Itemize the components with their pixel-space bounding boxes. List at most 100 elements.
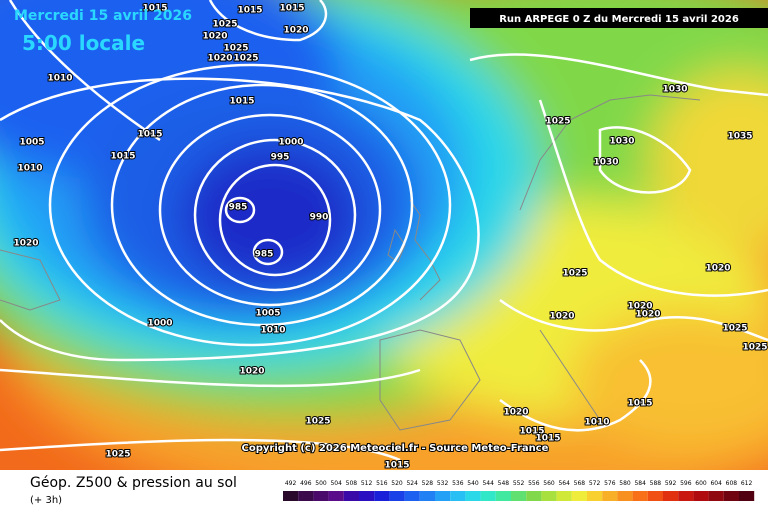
isobar-label: 1020 (202, 32, 227, 42)
legend-swatch (283, 491, 299, 501)
legend-swatch (571, 491, 587, 501)
legend-swatch (541, 491, 557, 501)
isobar-label: 1020 (503, 408, 528, 418)
isobar-label: 1025 (223, 44, 248, 54)
legend-label: 524 (406, 480, 418, 487)
legend-label: 516 (376, 480, 388, 487)
date-label: Mercredi 15 avril 2026 (14, 8, 192, 24)
legend-label: 612 (741, 480, 753, 487)
legend-swatch (343, 491, 359, 501)
legend-swatch (602, 491, 618, 501)
legend-swatch (526, 491, 542, 501)
legend-label: 544 (482, 480, 494, 487)
legend-label: 576 (604, 480, 616, 487)
run-box (470, 8, 768, 28)
isobar-label: 995 (271, 153, 290, 163)
legend-label: 512 (361, 480, 373, 487)
isobar-label: 1035 (727, 132, 752, 142)
isobar-label: 1000 (147, 319, 172, 329)
isobar-label: 1025 (212, 20, 237, 30)
isobar-label: 1010 (260, 326, 285, 336)
legend-swatch (374, 491, 390, 501)
isobar-label: 1020 (239, 367, 264, 377)
legend-swatch (693, 491, 709, 501)
isobar-label: 1015 (142, 4, 167, 14)
legend-label: 536 (452, 480, 464, 487)
isobar-label: 1015 (137, 130, 162, 140)
legend-label: 580 (619, 480, 631, 487)
legend-swatch (328, 491, 344, 501)
legend-label: 500 (315, 480, 327, 487)
legend-swatch (298, 491, 314, 501)
isobars (0, 0, 768, 462)
isobar-label: 1025 (305, 417, 330, 427)
isobar-label: 990 (310, 213, 329, 223)
legend-swatch (678, 491, 694, 501)
legend-label: 608 (726, 480, 738, 487)
legend-swatch (556, 491, 572, 501)
isobar-label: 1030 (593, 158, 618, 168)
isobar-label: 1015 (519, 427, 544, 437)
legend-swatch (739, 491, 755, 501)
isobar-label: 985 (229, 203, 248, 213)
legend-label: 496 (300, 480, 312, 487)
legend-swatch (723, 491, 739, 501)
legend-label: 520 (391, 480, 403, 487)
isobar-label: 1025 (562, 269, 587, 279)
legend-swatch (419, 491, 435, 501)
legend-swatch (389, 491, 405, 501)
time-label: 5:00 locale (22, 31, 145, 55)
legend-swatch (708, 491, 724, 501)
legend-label: 504 (330, 480, 342, 487)
legend-swatch (465, 491, 481, 501)
legend-label: 508 (346, 480, 358, 487)
legend-label: 596 (680, 480, 692, 487)
legend-swatch (617, 491, 633, 501)
legend-swatch (313, 491, 329, 501)
isobar-label: 1015 (110, 152, 135, 162)
legend-swatch (632, 491, 648, 501)
legend-label: 532 (437, 480, 449, 487)
isobar-label: 1015 (627, 399, 652, 409)
isobar-label: 1020 (207, 54, 232, 64)
isobar-label: 1025 (545, 117, 570, 127)
isobar-label: 1010 (584, 418, 609, 428)
coastlines (0, 94, 701, 431)
legend-label: 568 (574, 480, 586, 487)
legend-label: 592 (665, 480, 677, 487)
isobar-label: 1015 (237, 6, 262, 16)
legend: 492 496 500 504 508 512 516 520 524 528 532 536 540 5… (283, 480, 755, 501)
legend-swatch (359, 491, 375, 501)
isobar-label: 1010 (17, 164, 42, 174)
legend-swatch (404, 491, 420, 501)
copyright: Copyright (c) 2026 Meteociel.fr - Source… (242, 443, 549, 454)
legend-swatch (435, 491, 451, 501)
legend-swatch (495, 491, 511, 501)
legend-label: 588 (650, 480, 662, 487)
legend-label: 528 (422, 480, 434, 487)
isobar-label: 1020 (627, 302, 652, 312)
isobar-label: 1025 (105, 450, 130, 460)
isobar-label: 1020 (13, 239, 38, 249)
isobar-label: 1005 (255, 309, 280, 319)
isobar-label: 1020 (705, 264, 730, 274)
legend-label: 564 (558, 480, 570, 487)
isobar-label: 1020 (283, 26, 308, 36)
legend-swatch (663, 491, 679, 501)
isobar-label: 1030 (609, 137, 634, 147)
isobar-label: 1000 (278, 138, 303, 148)
legend-label: 552 (513, 480, 525, 487)
legend-label: 600 (695, 480, 707, 487)
footer-title: Géop. Z500 & pression au sol (30, 475, 237, 491)
legend-swatch (450, 491, 466, 501)
legend-label: 548 (498, 480, 510, 487)
isobar-label: 1015 (229, 97, 254, 107)
isobar-label: 1025 (722, 324, 747, 334)
legend-label: 560 (543, 480, 555, 487)
isobar-label: 1030 (662, 85, 687, 95)
run-label: Run ARPEGE 0 Z du Mercredi 15 avril 2026 (499, 14, 739, 25)
footer-step: (+ 3h) (30, 495, 62, 506)
